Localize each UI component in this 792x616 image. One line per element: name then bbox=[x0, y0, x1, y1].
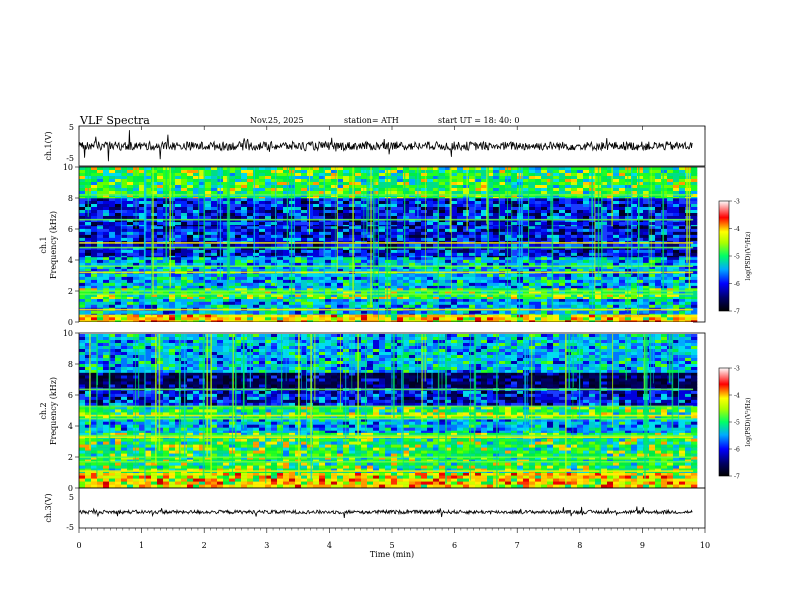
spec1-ytick-tick-label-4: 2 bbox=[68, 287, 73, 296]
spec2-band-5 bbox=[79, 373, 697, 389]
spec1-band-7 bbox=[79, 167, 697, 198]
colorbar-ch1-tick-label-1: -4 bbox=[734, 226, 740, 233]
time-tick-label-9: 9 bbox=[640, 541, 645, 550]
spec2-band-6 bbox=[79, 334, 697, 373]
time-tick-label-4: 4 bbox=[327, 541, 332, 550]
time-axis-label: Time (min) bbox=[370, 550, 414, 559]
spec1-line-0 bbox=[79, 309, 693, 311]
spec1-ytick-tick-label-5: 0 bbox=[68, 318, 73, 327]
spec1-band-1 bbox=[79, 299, 697, 315]
time-tick-label-3: 3 bbox=[264, 541, 269, 550]
start-time-label: start UT = 18: 40: 0 bbox=[438, 116, 519, 125]
colorbar-ch1-tick-label-0: -3 bbox=[734, 199, 740, 206]
colorbar-ch2-tick-label-3: -6 bbox=[734, 447, 740, 454]
spec1-ytick-tick-label-3: 4 bbox=[68, 256, 73, 265]
spec1-line-7 bbox=[79, 219, 693, 221]
spec1-ytick-tick-label-0: 10 bbox=[63, 163, 73, 172]
spec1-ylabel-channel: ch.1 bbox=[39, 236, 48, 253]
ch1-ytick-bottom: -5 bbox=[66, 154, 74, 163]
colorbar-ch1 bbox=[719, 201, 729, 311]
date-label: Nov.25, 2025 bbox=[250, 116, 304, 125]
figure-title: VLF Spectra bbox=[79, 114, 150, 127]
ch3-waveform-ylabel: ch.3(V) bbox=[44, 493, 53, 522]
ch3-waveform-trace bbox=[79, 507, 692, 519]
spec1-yticks: 10 8 6 4 2 0 bbox=[63, 163, 79, 327]
spec2-yticks: 10 8 6 4 2 0 bbox=[63, 329, 79, 493]
spec1-band-4 bbox=[79, 257, 697, 271]
spec2-band-3 bbox=[79, 406, 697, 419]
spec1-band-6 bbox=[79, 198, 697, 226]
spec1-line-4 bbox=[79, 265, 693, 267]
time-tick-label-2: 2 bbox=[202, 541, 207, 550]
colorbar-ch2-label: log(PSD)(V²/Hz) bbox=[745, 398, 752, 447]
spec1-band-3 bbox=[79, 271, 697, 288]
ch3-ytick-bottom: -5 bbox=[66, 523, 74, 532]
ch1-waveform bbox=[79, 130, 692, 161]
time-tick-label-7: 7 bbox=[515, 541, 520, 550]
spec1-line-1 bbox=[79, 293, 693, 295]
ch1-waveform-ylabel: ch.1(V) bbox=[44, 131, 53, 160]
spec1-line-6 bbox=[79, 242, 693, 244]
spec2-ytick-tick-label-5: 0 bbox=[68, 484, 73, 493]
time-tick-label-5: 5 bbox=[389, 541, 394, 550]
spec2-ytick-tick-label-3: 4 bbox=[68, 422, 73, 431]
spec1-line-2 bbox=[79, 290, 693, 292]
spec2-band-2 bbox=[79, 419, 697, 433]
colorbar-ch2 bbox=[719, 368, 729, 476]
spec2-ylabel-channel: ch.2 bbox=[39, 402, 48, 419]
spec1-ytick-tick-label-1: 8 bbox=[68, 194, 73, 203]
spec2-band-4 bbox=[79, 388, 697, 407]
time-tick-label-0: 0 bbox=[76, 541, 81, 550]
station-label: station= ATH bbox=[344, 116, 399, 125]
ch1-waveform-trace bbox=[79, 130, 692, 161]
colorbar-ch2-tick-label-1: -4 bbox=[734, 393, 740, 400]
time-tick-label-1: 1 bbox=[139, 541, 144, 550]
ch3-waveform-frame bbox=[79, 488, 705, 528]
colorbar-ch2-tick-label-4: -7 bbox=[734, 474, 740, 481]
ch3-waveform bbox=[79, 507, 692, 519]
spec2-ytick-tick-label-4: 2 bbox=[68, 453, 73, 462]
ch1-spectrogram bbox=[79, 167, 697, 322]
panel-gap bbox=[79, 322, 693, 334]
colorbar-ch2-tick-label-0: -3 bbox=[734, 366, 740, 373]
ch2-spectrogram bbox=[79, 334, 697, 488]
colorbar-ch2-tick-label-2: -5 bbox=[734, 420, 740, 427]
spec1-line-8 bbox=[79, 194, 693, 196]
spec2-ytick-tick-label-1: 8 bbox=[68, 360, 73, 369]
colorbar-ch1-ticks: -3 -4 -5 -6 -7 bbox=[729, 199, 740, 316]
spec1-band-5 bbox=[79, 226, 697, 257]
colorbar-ch1-label: log(PSD)(V²/Hz) bbox=[745, 232, 752, 281]
colorbar-ch1-tick-label-3: -6 bbox=[734, 281, 740, 288]
spec1-line-3 bbox=[79, 272, 693, 274]
spec2-ytick-tick-label-0: 10 bbox=[63, 329, 73, 338]
colorbar-ch1-tick-label-4: -7 bbox=[734, 309, 740, 316]
spec1-band-0 bbox=[79, 314, 697, 322]
time-tick-label-6: 6 bbox=[452, 541, 457, 550]
colorbar-ch2-ticks: -3 -4 -5 -6 -7 bbox=[729, 366, 740, 481]
spec1-ylabel-frequency: Frequency (kHz) bbox=[49, 211, 58, 279]
spec1-line-5 bbox=[79, 247, 693, 249]
spec1-ytick-tick-label-2: 6 bbox=[68, 225, 73, 234]
ch3-ytick-top: 5 bbox=[69, 493, 74, 502]
time-tick-label-8: 8 bbox=[577, 541, 582, 550]
spec2-band-0 bbox=[79, 473, 697, 489]
spec2-ytick-tick-label-2: 6 bbox=[68, 391, 73, 400]
ch1-ytick-top: 5 bbox=[69, 123, 74, 132]
spec2-band-1 bbox=[79, 433, 697, 473]
time-tick-label-10: 10 bbox=[700, 541, 710, 550]
spec2-ylabel-frequency: Frequency (kHz) bbox=[49, 377, 58, 445]
colorbar-ch1-tick-label-2: -5 bbox=[734, 254, 740, 261]
